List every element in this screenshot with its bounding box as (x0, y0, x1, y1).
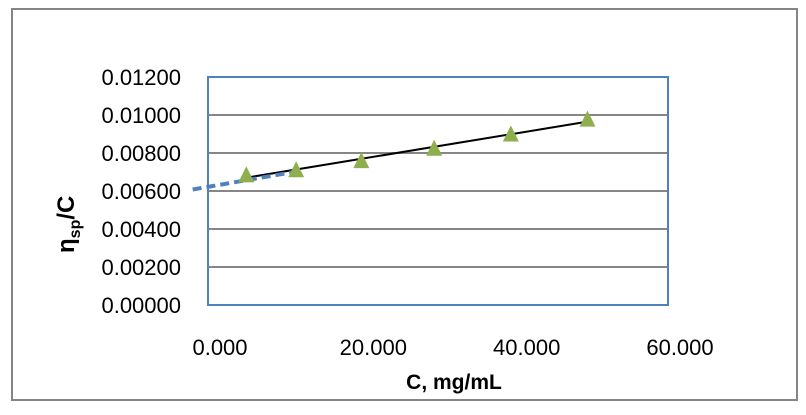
y-tick-label: 0.00000 (101, 293, 181, 318)
x-tick-label: 20.000 (340, 335, 407, 360)
x-tick-label: 60.000 (646, 335, 713, 360)
y-axis-ticks: 0.00000 0.00200 0.00400 0.00600 0.00800 0.010… (101, 65, 181, 318)
series-layer (192, 110, 596, 192)
y-tick-label: 0.00600 (101, 179, 181, 204)
x-axis-title: C, mg/mL (406, 371, 502, 394)
y-axis-title-main: η (53, 238, 80, 253)
y-tick-label: 0.01000 (101, 103, 181, 128)
data-point-triangle (579, 110, 596, 127)
gridlines (208, 114, 668, 306)
y-axis-title: ηsp/C (53, 196, 84, 253)
data-point-triangle (502, 125, 519, 142)
y-tick-label: 0.00200 (101, 255, 181, 280)
y-tick-label: 0.00800 (101, 141, 181, 166)
plot-area (207, 76, 669, 306)
data-point-triangle (353, 152, 370, 169)
svg-text:ηsp/C: ηsp/C (53, 196, 84, 253)
x-tick-label: 0.000 (192, 335, 247, 360)
y-axis-title-sub: sp (67, 219, 84, 238)
data-point-triangle (288, 161, 305, 178)
trendline (246, 120, 588, 179)
extrapolation-line (192, 169, 297, 192)
y-tick-label: 0.00400 (101, 217, 181, 242)
x-axis-ticks: 0.000 20.000 40.000 60.000 (192, 335, 713, 360)
data-point-triangle (238, 166, 255, 183)
y-tick-label: 0.01200 (101, 65, 181, 90)
data-point-triangle (426, 139, 443, 156)
x-tick-label: 40.000 (493, 335, 560, 360)
chart-frame (11, 8, 798, 401)
y-axis-title-tail: /C (53, 196, 80, 220)
